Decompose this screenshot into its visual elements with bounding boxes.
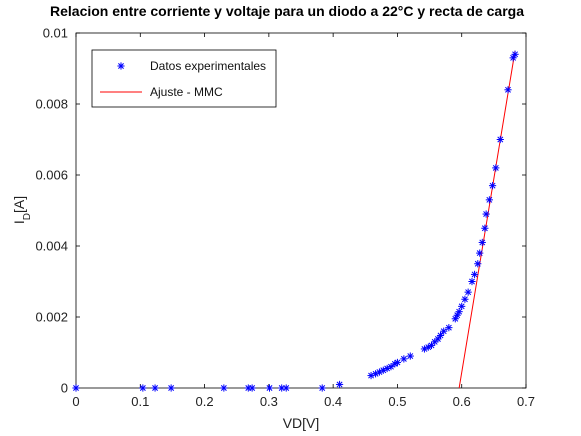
data-point [318, 384, 326, 392]
data-points-series [72, 50, 519, 392]
y-tick-label: 0 [61, 381, 68, 396]
y-axis-ticks: 0 0.002 0.004 0.006 0.008 0.01 [35, 26, 526, 396]
data-point [220, 384, 228, 392]
legend: Datos experimentales Ajuste - MMC [91, 49, 277, 108]
plot-area [75, 32, 527, 389]
fit-line [458, 50, 516, 389]
x-tick-label: 0.4 [324, 394, 342, 409]
x-tick-label: 0.6 [453, 394, 471, 409]
data-point [464, 288, 472, 296]
y-tick-label: 0.01 [43, 26, 68, 41]
x-tick-label: 0.3 [260, 394, 278, 409]
data-point [72, 384, 80, 392]
data-point [335, 380, 344, 389]
fit-line-series [458, 50, 516, 389]
data-point [485, 196, 493, 204]
x-tick-label: 0.7 [517, 394, 535, 409]
data-point [387, 363, 395, 371]
y-tick-label: 0.008 [35, 97, 68, 112]
data-point [476, 249, 484, 257]
x-axis-label: VD[V] [283, 415, 320, 431]
legend-marker-asterisk [117, 62, 125, 70]
data-point [461, 295, 469, 303]
data-point [488, 182, 497, 190]
y-tick-label: 0.002 [35, 310, 68, 325]
data-point [248, 384, 256, 392]
data-point [455, 308, 463, 316]
data-point [478, 238, 486, 247]
data-point [470, 270, 479, 278]
data-point [282, 384, 290, 392]
data-point [265, 384, 274, 392]
x-tick-label: 0.5 [388, 394, 406, 409]
data-point [474, 260, 482, 268]
data-point [139, 384, 147, 392]
data-point [436, 331, 445, 340]
data-point [496, 135, 504, 144]
y-axis-label-rest: [A] [11, 196, 27, 213]
chart-title: Relacion entre corriente y voltaje para … [50, 3, 524, 19]
data-point [406, 352, 414, 360]
data-point [400, 355, 408, 363]
data-point [167, 384, 175, 392]
x-tick-label: 0 [72, 394, 79, 409]
data-point [458, 302, 466, 310]
x-tick-label: 0.2 [196, 394, 214, 409]
legend-label-ajuste: Ajuste - MMC [150, 85, 223, 99]
data-point [151, 384, 159, 392]
y-axis-label-main: I [11, 220, 27, 224]
legend-label-datos: Datos experimentales [150, 59, 266, 73]
data-point [482, 210, 490, 218]
data-point [445, 324, 453, 332]
data-point [492, 164, 500, 172]
y-axis-label: ID[A] [11, 196, 33, 224]
plot-frame [75, 32, 527, 389]
y-axis-label-sub: D [22, 213, 33, 220]
data-point [481, 224, 489, 232]
data-point [504, 86, 512, 94]
data-point [440, 327, 448, 335]
data-point [511, 50, 519, 58]
x-axis-ticks: 0 0.1 0.2 0.3 0.4 0.5 0.6 0.7 [72, 33, 535, 409]
legend-asterisk [117, 62, 125, 70]
data-point [393, 358, 402, 367]
data-point [468, 277, 476, 286]
y-tick-label: 0.006 [35, 168, 68, 183]
y-tick-label: 0.004 [35, 239, 68, 254]
legend-box [91, 49, 277, 108]
x-tick-label: 0.1 [131, 394, 149, 409]
